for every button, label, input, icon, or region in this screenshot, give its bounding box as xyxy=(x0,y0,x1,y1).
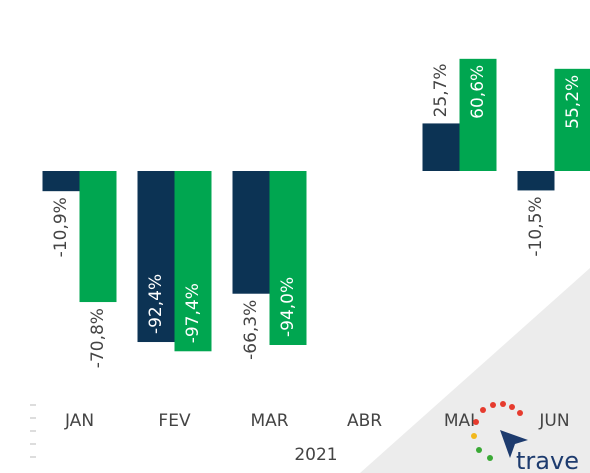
logo: trave xyxy=(471,401,579,473)
data-label: -94,0% xyxy=(278,277,298,337)
x-tick-label: MAI xyxy=(444,411,475,431)
data-label: 25,7% xyxy=(431,63,451,117)
bar xyxy=(137,171,175,343)
bar xyxy=(517,171,555,191)
data-label: -97,4% xyxy=(183,283,203,343)
logo-text: trave xyxy=(516,447,579,473)
bar xyxy=(42,171,80,192)
bar xyxy=(422,123,460,171)
data-label: -66,3% xyxy=(241,300,261,360)
bar xyxy=(459,58,497,171)
background-band xyxy=(360,268,590,473)
x-tick-label: MAR xyxy=(250,411,288,431)
data-label: -10,5% xyxy=(526,196,546,256)
bar xyxy=(269,171,307,345)
bar xyxy=(174,171,212,352)
x-tick-label: ABR xyxy=(347,411,382,431)
bar xyxy=(79,171,117,303)
left-ticks xyxy=(30,404,36,458)
x-axis-label: 2021 xyxy=(294,445,337,465)
x-tick-label: JAN xyxy=(64,411,94,431)
data-label: -70,8% xyxy=(88,308,108,368)
data-label: -92,4% xyxy=(146,274,166,334)
data-label: 55,2% xyxy=(563,75,583,129)
bar xyxy=(232,171,270,294)
data-label: 60,6% xyxy=(468,65,488,119)
x-tick-label: FEV xyxy=(158,411,191,431)
bar xyxy=(554,68,590,171)
data-label: -10,9% xyxy=(51,197,71,257)
x-tick-label: JUN xyxy=(538,411,569,431)
